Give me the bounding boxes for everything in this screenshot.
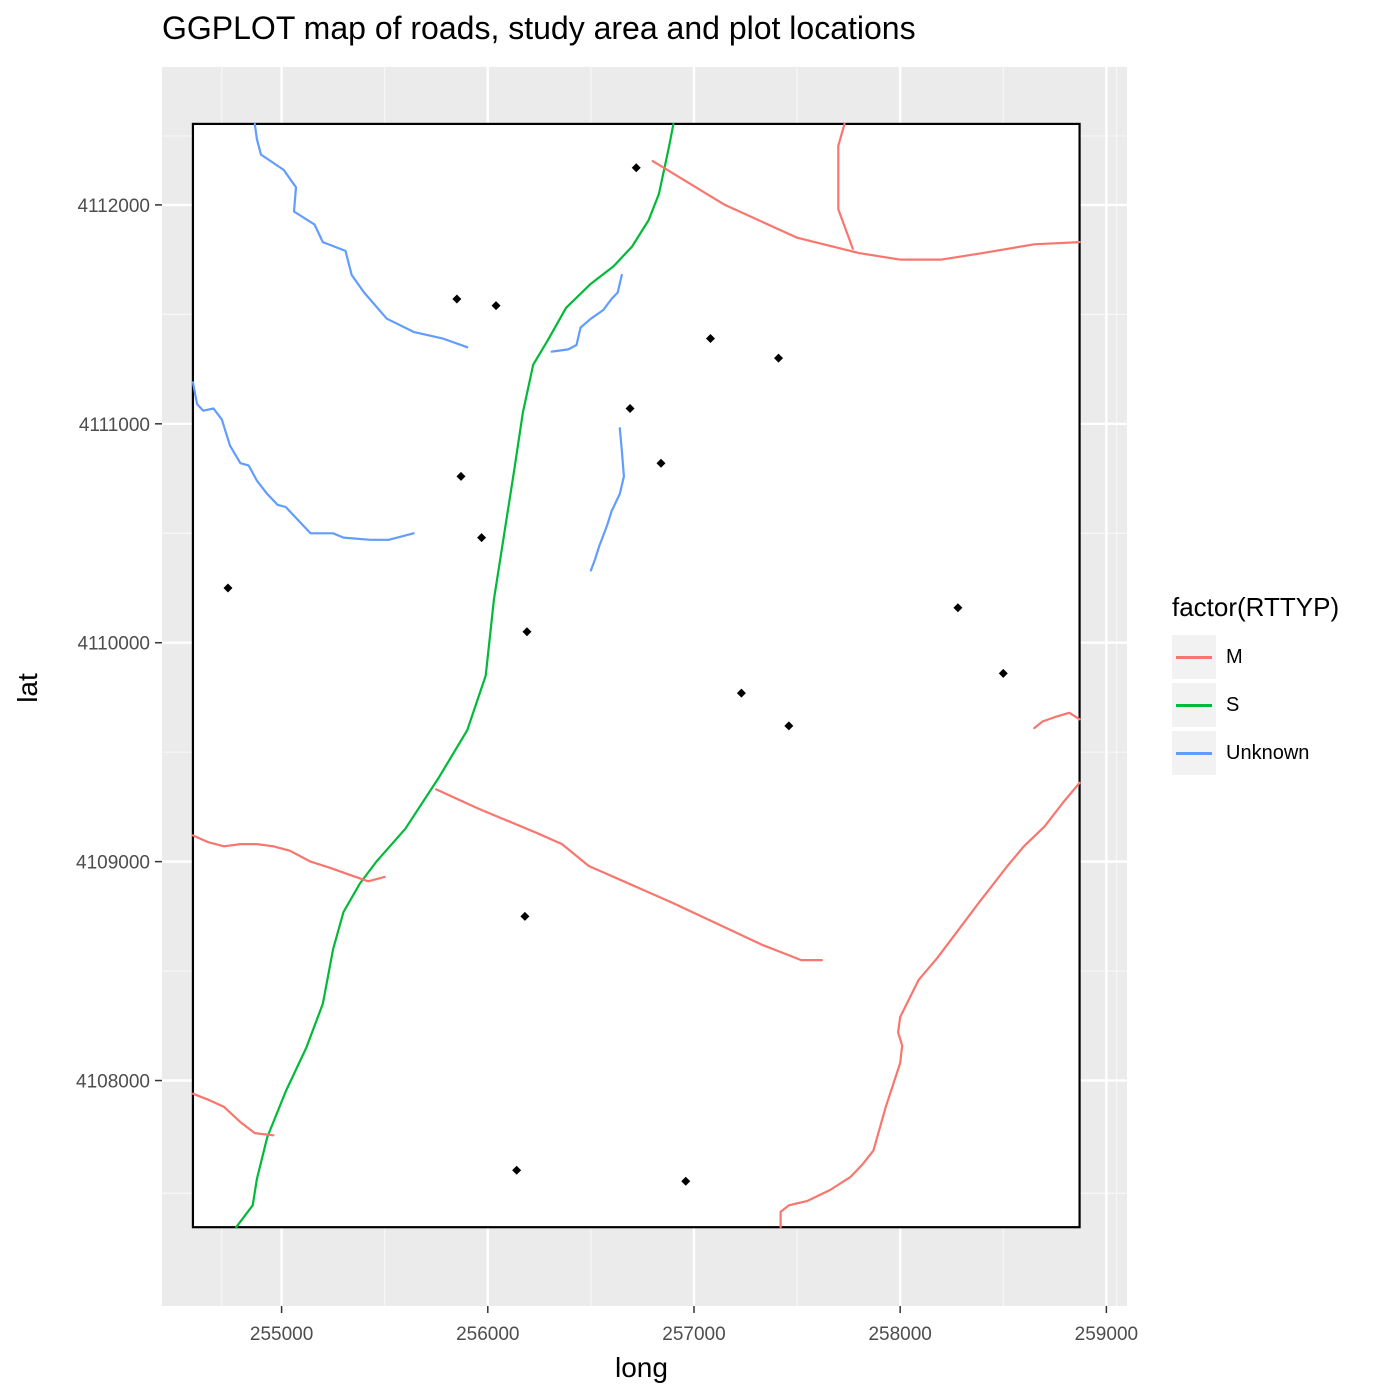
y-tick-label: 4109000 bbox=[76, 853, 150, 874]
y-tick-label: 4108000 bbox=[76, 1072, 150, 1093]
plot-point bbox=[512, 1165, 522, 1175]
road-m bbox=[651, 160, 1081, 261]
x-tick-label: 259000 bbox=[1075, 1324, 1138, 1345]
plot-point bbox=[452, 294, 462, 304]
plot-point bbox=[456, 471, 466, 481]
plot-point bbox=[656, 458, 666, 468]
plot-point bbox=[477, 533, 487, 543]
legend: factor(RTTYP) M S Unknown bbox=[1172, 592, 1339, 777]
plot-point bbox=[522, 627, 532, 637]
road-unknown bbox=[253, 122, 469, 349]
plot-point bbox=[774, 353, 784, 363]
road-unknown bbox=[550, 273, 623, 353]
plot-point bbox=[705, 333, 715, 343]
legend-label-m: M bbox=[1226, 645, 1243, 668]
plot-point bbox=[631, 163, 641, 173]
road-m bbox=[191, 1092, 275, 1137]
y-tick-label: 4111000 bbox=[79, 415, 150, 436]
legend-swatch-m bbox=[1176, 656, 1212, 659]
legend-item-m: M bbox=[1172, 633, 1339, 681]
road-s bbox=[235, 122, 675, 1229]
legend-label-unknown: Unknown bbox=[1226, 741, 1310, 764]
legend-key-m bbox=[1172, 635, 1216, 679]
legend-label-s: S bbox=[1226, 693, 1240, 716]
x-tick-label: 255000 bbox=[250, 1324, 313, 1345]
x-tick-label: 258000 bbox=[868, 1324, 931, 1345]
plot-point bbox=[953, 603, 963, 613]
x-axis-label: long bbox=[615, 1352, 668, 1383]
plot-point bbox=[491, 301, 501, 311]
legend-item-unknown: Unknown bbox=[1172, 729, 1339, 777]
legend-key-unknown bbox=[1172, 731, 1216, 775]
legend-item-s: S bbox=[1172, 681, 1339, 729]
plot-point bbox=[681, 1176, 691, 1186]
plot-point bbox=[625, 403, 635, 413]
road-unknown bbox=[191, 381, 415, 541]
road-m bbox=[435, 788, 823, 962]
y-tick-label: 4112000 bbox=[77, 196, 150, 217]
legend-title: factor(RTTYP) bbox=[1172, 592, 1340, 622]
road-m bbox=[191, 834, 386, 883]
x-tick-label: 257000 bbox=[662, 1324, 725, 1345]
study-area bbox=[191, 122, 1081, 1229]
x-tick-label: 256000 bbox=[456, 1324, 519, 1345]
plot-point bbox=[223, 583, 233, 593]
chart-title: GGPLOT map of roads, study area and plot… bbox=[162, 10, 916, 46]
y-tick-label: 4110000 bbox=[77, 634, 150, 655]
plot-point bbox=[784, 721, 794, 731]
legend-swatch-s bbox=[1176, 704, 1212, 707]
plot-point bbox=[998, 668, 1008, 678]
legend-key-s bbox=[1172, 683, 1216, 727]
legend-swatch-unknown bbox=[1176, 752, 1212, 755]
plot-point bbox=[736, 688, 746, 698]
road-m bbox=[1033, 711, 1081, 730]
plot-point bbox=[520, 911, 530, 921]
road-m bbox=[837, 122, 854, 250]
road-m bbox=[779, 781, 1081, 1229]
road-unknown bbox=[589, 427, 626, 572]
